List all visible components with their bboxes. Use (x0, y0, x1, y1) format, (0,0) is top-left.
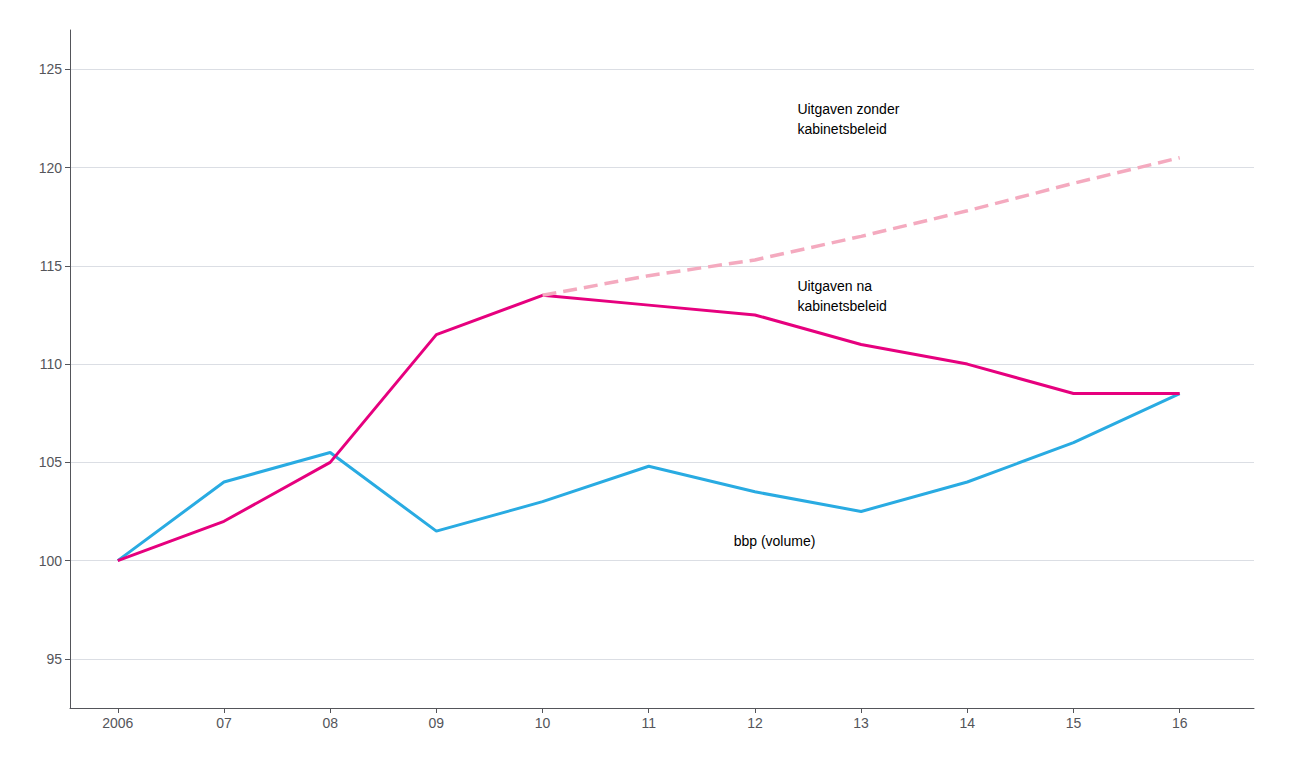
svg-text:kabinetsbeleid: kabinetsbeleid (797, 121, 887, 137)
svg-text:10: 10 (535, 715, 551, 731)
svg-text:13: 13 (853, 715, 869, 731)
svg-text:bbp (volume): bbp (volume) (734, 533, 816, 549)
svg-text:16: 16 (1172, 715, 1188, 731)
svg-text:15: 15 (1066, 715, 1082, 731)
svg-text:125: 125 (39, 61, 63, 77)
svg-text:kabinetsbeleid: kabinetsbeleid (797, 298, 887, 314)
svg-text:105: 105 (39, 454, 63, 470)
svg-text:12: 12 (747, 715, 763, 731)
svg-text:120: 120 (39, 160, 63, 176)
svg-text:11: 11 (641, 715, 656, 731)
svg-text:14: 14 (960, 715, 976, 731)
svg-text:Uitgaven na: Uitgaven na (797, 278, 872, 294)
svg-text:07: 07 (216, 715, 232, 731)
svg-text:08: 08 (322, 715, 338, 731)
svg-text:Uitgaven zonder: Uitgaven zonder (797, 101, 899, 117)
svg-text:115: 115 (40, 258, 63, 274)
svg-text:110: 110 (40, 356, 63, 372)
svg-text:09: 09 (429, 715, 445, 731)
svg-text:95: 95 (46, 651, 62, 667)
svg-text:100: 100 (39, 553, 63, 569)
svg-text:2006: 2006 (102, 715, 133, 731)
